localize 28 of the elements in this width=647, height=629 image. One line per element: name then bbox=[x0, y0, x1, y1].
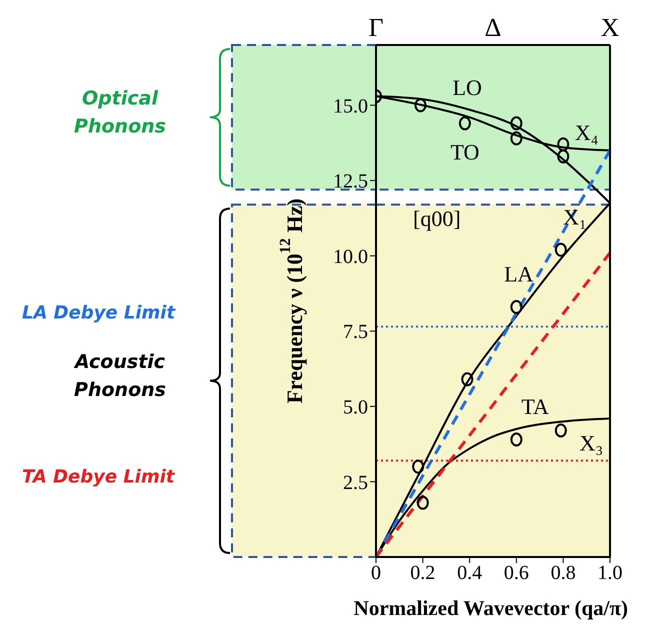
y-tick-label: 5.0 bbox=[343, 396, 368, 419]
annotation: X₄ bbox=[574, 120, 598, 146]
text: Optical Phonons bbox=[74, 87, 166, 138]
y-tick-label: 10.0 bbox=[333, 246, 368, 268]
annotation: X₁ bbox=[563, 204, 587, 230]
ref-line-label: TA Debye Limit bbox=[22, 466, 176, 488]
text: Acoustic Phonons bbox=[72, 350, 166, 401]
annotation: [q00] bbox=[413, 206, 461, 231]
series-label: TA bbox=[521, 394, 550, 420]
annotation: X₃ bbox=[580, 430, 604, 456]
text: X bbox=[600, 13, 620, 42]
y-tick-label: 15.0 bbox=[333, 95, 368, 118]
y-tick-label: 7.5 bbox=[343, 321, 368, 344]
x-tick-label: 0.2 bbox=[410, 562, 436, 584]
x-tick-label: 0.8 bbox=[550, 562, 576, 584]
text: Γ bbox=[368, 13, 384, 42]
x-tick-label: 1.0 bbox=[598, 562, 622, 584]
series-label: TO bbox=[450, 140, 480, 165]
x-tick-label: 0.4 bbox=[457, 562, 482, 584]
y-tick-label: 12.5 bbox=[333, 170, 368, 193]
y-tick-label: 2.5 bbox=[343, 472, 368, 494]
text: Δ bbox=[484, 13, 502, 42]
series-label: LO bbox=[452, 74, 482, 100]
x-tick-label: 0 bbox=[371, 562, 381, 584]
x-tick-label: 0.6 bbox=[504, 562, 529, 584]
series-label: LA bbox=[504, 262, 534, 287]
x-axis-title: Normalized Wavevector (qa/π) bbox=[354, 596, 628, 620]
ref-line-label: LA Debye Limit bbox=[22, 302, 176, 324]
